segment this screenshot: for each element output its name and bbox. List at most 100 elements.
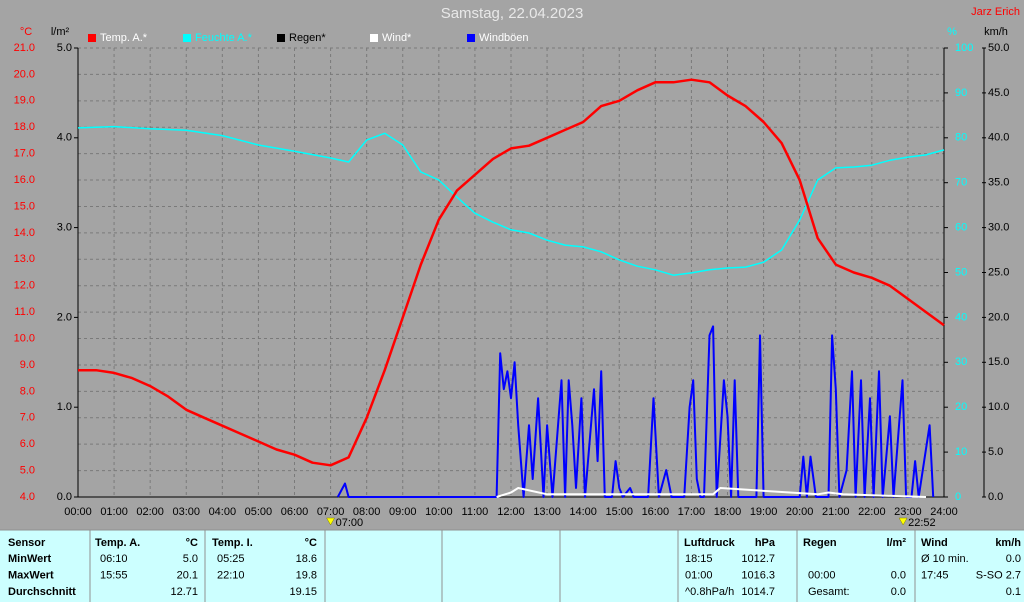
table-header: Sensor [8,537,46,549]
x-tick-label: 19:00 [750,506,778,518]
y-tick-label: 100 [955,42,973,54]
y-tick-label: 80 [955,132,967,144]
x-tick-label: 12:00 [497,506,525,518]
table-cell: 15:55 [100,569,128,581]
sun-marker [326,517,336,526]
legend-swatch [88,34,96,42]
y-tick-label: 8.0 [20,385,35,397]
y-tick-label: 9.0 [20,359,35,371]
y-tick-label: 10 [955,446,967,458]
y-tick-label: 2.0 [57,311,72,323]
sun-marker [898,517,908,526]
x-tick-label: 11:00 [462,506,489,518]
series-line [78,78,945,467]
y-tick-label: 10.0 [14,332,35,344]
legend-swatch [183,34,191,42]
table-cell: 1014.7 [741,586,775,598]
legend-label: Regen* [289,32,326,44]
y-tick-label: 18.0 [14,121,35,133]
x-tick-label: 20:00 [786,506,814,518]
y-tick-label: 50 [955,266,967,278]
table-header: Luftdruck [684,537,736,549]
table-cell: 18.6 [296,553,317,565]
y-tick-label: 16.0 [14,174,35,186]
x-tick-label: 07:00 [317,506,345,518]
axis-unit: °C [20,26,32,38]
legend-label: Temp. A.* [100,32,148,44]
y-tick-label: 14.0 [14,227,35,239]
table-header: hPa [755,537,776,549]
table-header: Regen [803,537,837,549]
table-cell: 19.15 [289,586,317,598]
y-tick-label: 5.0 [57,42,72,54]
series-line [496,487,927,498]
y-tick-label: 6.0 [20,438,35,450]
y-tick-label: 1.0 [57,401,72,413]
y-tick-label: 4.0 [57,132,72,144]
row-label: MinWert [8,553,52,565]
x-tick-label: 24:00 [930,506,958,518]
x-tick-label: 02:00 [136,506,164,518]
y-tick-label: 0.0 [988,491,1003,503]
series-line [336,325,935,498]
x-tick-label: 08:00 [353,506,381,518]
y-tick-label: 45.0 [988,87,1009,99]
annotation-label: 22:52 [908,517,936,529]
table-cell: Gesamt: [808,586,850,598]
y-tick-label: 40.0 [988,132,1009,144]
y-tick-label: 50.0 [988,42,1009,54]
y-tick-label: 21.0 [14,42,35,54]
table-cell: S-SO 2.7 [976,569,1021,581]
y-tick-label: 12.0 [14,280,35,292]
y-tick-label: 70 [955,177,967,189]
legend-swatch [277,34,285,42]
x-tick-label: 01:00 [100,506,128,518]
y-tick-label: 13.0 [14,253,35,265]
x-tick-label: 03:00 [172,506,200,518]
table-cell: 17:45 [921,569,949,581]
y-tick-label: 11.0 [14,306,35,318]
y-tick-label: 20.0 [988,311,1009,323]
y-tick-label: 0 [955,491,961,503]
x-tick-label: 17:00 [678,506,706,518]
y-tick-label: 17.0 [14,148,35,160]
y-tick-label: 25.0 [988,266,1009,278]
legend-label: Windböen [479,32,529,44]
legend-label: Wind* [382,32,412,44]
author: Jarz Erich [971,6,1020,18]
y-tick-label: 19.0 [14,95,35,107]
x-tick-label: 16:00 [642,506,670,518]
table-cell: 20.1 [177,569,198,581]
table-header: Wind [921,537,948,549]
annotation-label: 07:00 [336,517,364,529]
x-tick-label: 04:00 [209,506,237,518]
y-tick-label: 5.0 [988,446,1003,458]
row-label: Durchschnitt [8,586,76,598]
axis-unit: l/m² [51,26,70,38]
table-cell: 0.1 [1006,586,1021,598]
x-tick-label: 23:00 [894,506,922,518]
y-tick-label: 5.0 [20,464,35,476]
table-cell: 05:25 [217,553,245,565]
y-tick-label: 3.0 [57,222,72,234]
stats-table: Sensor Temp. A. °C Temp. I. °C Luftdruck hPa Re… [0,529,1024,602]
table-cell: 19.8 [296,569,317,581]
table-cell: 22:10 [217,569,245,581]
table-cell: 00:00 [808,569,836,581]
legend-swatch [370,34,378,42]
x-tick-label: 14:00 [569,506,597,518]
x-tick-label: 22:00 [858,506,886,518]
row-label: MaxWert [8,569,54,581]
table-header: °C [186,537,198,549]
table-header: km/h [995,537,1021,549]
table-cell: 0.0 [891,586,906,598]
y-tick-label: 10.0 [988,401,1009,413]
y-tick-label: 20 [955,401,967,413]
x-tick-label: 13:00 [533,506,561,518]
table-cell: 12.71 [170,586,198,598]
x-tick-label: 15:00 [605,506,633,518]
y-tick-label: 30.0 [988,222,1009,234]
table-cell: 18:15 [685,553,713,565]
x-tick-label: 10:00 [425,506,453,518]
